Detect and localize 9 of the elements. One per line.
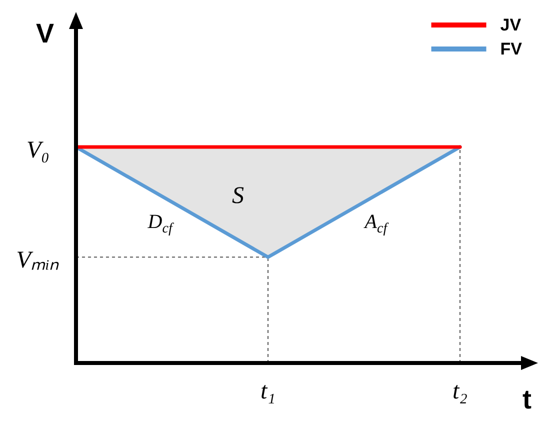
y-axis-title: V (36, 18, 54, 48)
legend-label: JV (500, 16, 522, 35)
legend-label: FV (500, 40, 523, 59)
ref-line-label: Vₘᵢₙ (16, 247, 60, 274)
annotation: S (232, 182, 244, 209)
x-tick-label: t₂ (452, 378, 468, 405)
x-tick-label: t₁ (260, 378, 276, 405)
text: V₀ (26, 137, 50, 164)
x-axis-title: t (522, 384, 532, 414)
